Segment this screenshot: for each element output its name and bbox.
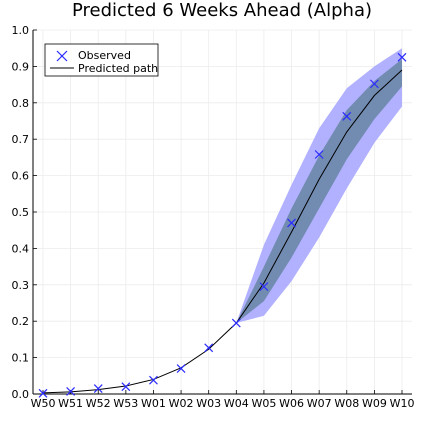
y-tick-label: 1.0	[12, 24, 30, 37]
observed-point-stroke	[149, 375, 158, 385]
y-tick-label: 0.9	[12, 60, 30, 73]
observed-point	[342, 111, 352, 121]
x-tick-label: W07	[307, 397, 332, 410]
x-tick-label: W09	[362, 397, 387, 410]
observed-point	[176, 364, 186, 373]
observed-point-stroke	[314, 150, 324, 159]
observed-point-stroke	[369, 79, 379, 89]
observed-point-stroke	[204, 343, 214, 353]
observed-point	[204, 343, 214, 353]
observed-point	[397, 52, 407, 62]
observed-point-stroke	[287, 218, 296, 228]
y-tick-label: 0.5	[12, 206, 30, 219]
observed-point-stroke	[231, 318, 241, 328]
chart-title: Predicted 6 Weeks Ahead (Alpha)	[72, 0, 372, 21]
y-tick-label: 0.4	[12, 242, 30, 255]
predicted-path-line	[42, 69, 403, 394]
x-tick-label: W03	[196, 397, 221, 410]
observed-point-stroke	[66, 387, 76, 396]
x-tick-label: W51	[58, 397, 83, 410]
observed-markers	[38, 52, 407, 398]
x-tick-label: W01	[141, 397, 166, 410]
x-tick-label: W08	[334, 397, 359, 410]
observed-point	[259, 282, 269, 292]
x-tick-label: W53	[113, 397, 138, 410]
observed-point	[314, 150, 324, 159]
x-tick-label: W06	[279, 397, 304, 410]
observed-point	[66, 387, 76, 396]
y-tick-label: 0.0	[12, 388, 30, 401]
predicted-path-layer	[42, 69, 403, 394]
observed-point-stroke	[38, 388, 48, 398]
y-tick-label: 0.6	[12, 170, 30, 183]
y-tick-label: 0.7	[12, 133, 30, 146]
y-tick-label: 0.3	[12, 279, 30, 292]
grid-lines	[33, 29, 412, 395]
legend-marker-observed	[56, 50, 68, 62]
x-tick-label: W50	[31, 397, 56, 410]
observed-point-stroke	[397, 52, 407, 62]
x-tick-label: W02	[169, 397, 194, 410]
observed-point-stroke	[93, 384, 103, 393]
observed-point	[287, 218, 296, 228]
observed-point-stroke	[121, 382, 131, 392]
observed-point	[93, 384, 103, 393]
observed-point-stroke	[176, 364, 186, 373]
y-tick-label: 0.2	[12, 315, 30, 328]
x-tick-label: W52	[86, 397, 111, 410]
x-tick-label: W10	[390, 397, 415, 410]
y-tick-label: 0.8	[12, 97, 30, 110]
x-tick-label: W04	[224, 397, 249, 410]
x-tick-label: W05	[251, 397, 276, 410]
legend-box	[44, 43, 159, 77]
legend-label-predicted: Predicted path	[78, 62, 158, 75]
observed-point	[369, 79, 379, 89]
observed-point-stroke	[259, 282, 269, 292]
y-tick-label: 0.1	[12, 352, 30, 365]
observed-point	[38, 388, 48, 398]
legend: Observed Predicted path	[44, 43, 159, 77]
observed-point	[121, 382, 131, 392]
observed-point	[231, 318, 241, 328]
legend-label-observed: Observed	[78, 49, 131, 62]
observed-point	[149, 375, 158, 385]
observed-point-stroke	[342, 111, 352, 121]
